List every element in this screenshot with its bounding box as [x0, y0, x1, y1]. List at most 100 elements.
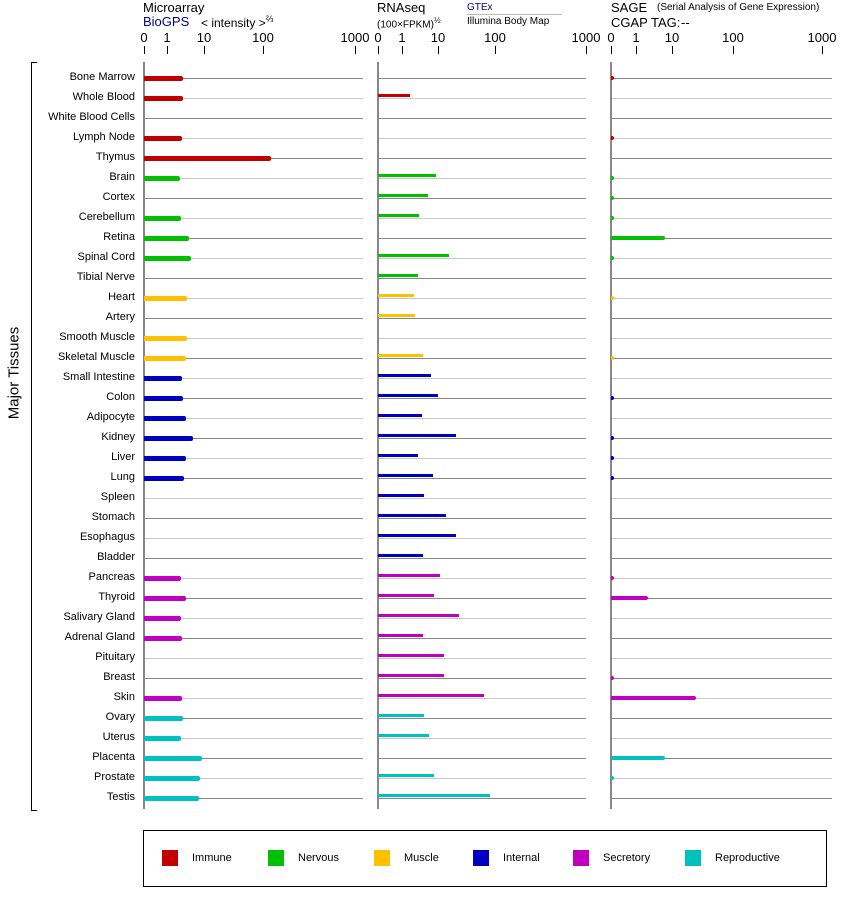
legend-swatch-immune — [162, 850, 178, 866]
tick-mark — [204, 46, 205, 54]
gridline — [612, 618, 832, 619]
bar-microarray — [144, 756, 202, 761]
gridline — [379, 598, 586, 599]
bar-microarray — [144, 76, 184, 81]
sage-title: SAGE — [611, 0, 648, 15]
gridline — [612, 378, 832, 379]
gridline — [379, 358, 586, 359]
bar-rnaseq — [378, 614, 459, 617]
bar-microarray — [144, 376, 182, 381]
bar-microarray — [144, 616, 181, 621]
gridline — [379, 278, 586, 279]
bar-microarray — [144, 96, 184, 101]
gridline — [145, 378, 363, 379]
gridline — [612, 438, 832, 439]
bar-sage — [611, 396, 614, 400]
gridline — [145, 418, 363, 419]
tissue-label: Stomach — [91, 511, 135, 523]
bar-rnaseq — [378, 714, 424, 717]
tick-label: 1000 — [571, 30, 601, 45]
bar-rnaseq — [378, 634, 424, 637]
gridline — [145, 638, 363, 639]
bar-rnaseq — [378, 214, 420, 217]
gridline — [612, 358, 832, 359]
scale-exponent: ⅔ — [265, 14, 274, 24]
tick-label: 1 — [632, 30, 640, 45]
gridline — [612, 418, 832, 419]
tissue-label: Adipocyte — [86, 411, 135, 423]
rnaseq-scale-label: (100×FPKM)½ — [377, 16, 441, 30]
gridline — [145, 338, 363, 339]
gridline — [612, 458, 832, 459]
bar-rnaseq — [378, 434, 456, 437]
bar-sage — [611, 136, 614, 140]
gridline — [145, 238, 363, 239]
tissue-label: Liver — [111, 451, 135, 463]
bar-rnaseq — [378, 294, 414, 297]
gridline — [379, 318, 586, 319]
gridline — [145, 458, 363, 459]
illumina-body-map-link[interactable]: Illumina Body Map — [467, 16, 550, 27]
gridline — [612, 578, 832, 579]
bar-microarray — [144, 736, 181, 741]
biogps-link[interactable]: BioGPS — [143, 14, 190, 29]
gridline — [145, 318, 363, 319]
gridline — [145, 398, 363, 399]
tissue-label: Brain — [109, 171, 135, 183]
bar-microarray — [144, 136, 182, 141]
bar-sage — [611, 436, 614, 440]
tissue-label: Thymus — [95, 151, 135, 163]
gridline — [612, 238, 832, 239]
gridline — [612, 138, 832, 139]
tissue-label: Pituitary — [95, 651, 135, 663]
gridline — [379, 618, 586, 619]
gridline — [379, 178, 586, 179]
gridline — [379, 758, 586, 759]
tick-label: 100 — [484, 30, 506, 45]
tissue-label: Tibial Nerve — [76, 271, 135, 283]
tissue-label: Salivary Gland — [63, 611, 135, 623]
gridline — [379, 238, 586, 239]
gridline — [145, 358, 363, 359]
tissue-label: Spinal Cord — [77, 251, 135, 263]
tissue-label: Ovary — [105, 711, 135, 723]
gridline — [145, 178, 363, 179]
cgap-tag-label: CGAP TAG: — [611, 15, 681, 30]
tick-label: 1 — [398, 30, 406, 45]
bar-rnaseq — [378, 494, 424, 497]
gridline — [612, 298, 832, 299]
bar-microarray — [144, 216, 181, 221]
legend-label-internal: Internal — [503, 852, 540, 864]
legend-label-secretory: Secretory — [603, 852, 651, 864]
bar-sage — [611, 456, 614, 460]
microarray-scale-label: < intensity >⅔ — [201, 14, 273, 30]
tick-mark — [378, 46, 379, 54]
gridline — [145, 658, 363, 659]
tick-label: 0 — [140, 30, 148, 45]
bar-microarray — [144, 296, 188, 301]
gridline — [379, 658, 586, 659]
gridline — [145, 698, 363, 699]
bar-microarray — [144, 476, 184, 481]
gridline — [145, 778, 363, 779]
bar-rnaseq — [378, 594, 434, 597]
bar-microarray — [144, 696, 182, 701]
bar-microarray — [144, 596, 186, 601]
tissue-label: Heart — [108, 291, 135, 303]
bar-microarray — [144, 336, 188, 341]
gridline — [379, 378, 586, 379]
gridline — [379, 638, 586, 639]
bar-rnaseq — [378, 414, 422, 417]
gridline — [145, 98, 363, 99]
bar-microarray — [144, 456, 186, 461]
gridline — [379, 558, 586, 559]
bar-microarray — [144, 236, 190, 241]
gtex-link[interactable]: GTEx — [467, 2, 562, 15]
bar-sage — [611, 476, 614, 480]
gridline — [612, 258, 832, 259]
gridline — [612, 178, 832, 179]
gridline — [379, 778, 586, 779]
gridline — [612, 798, 832, 799]
bar-rnaseq — [378, 514, 446, 517]
bar-microarray — [144, 156, 271, 161]
